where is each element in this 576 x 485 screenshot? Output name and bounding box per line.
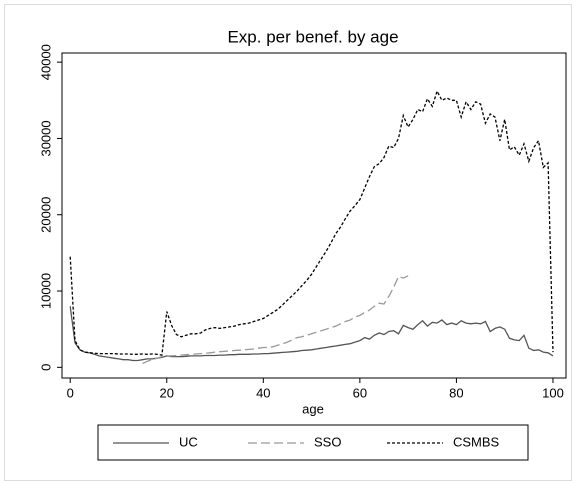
y-tick-label: 40000 [38,44,53,80]
x-tick-label: 60 [353,385,367,400]
y-tick-label: 10000 [38,273,53,309]
y-tick-label: 30000 [38,120,53,156]
x-tick-label: 0 [67,385,74,400]
legend-label: CSMBS [453,434,500,449]
line-series [69,89,554,356]
legend-label: UC [179,434,198,449]
plot-frame [61,52,567,379]
x-tick-label: 100 [542,385,564,400]
legend-box [97,424,529,461]
x-tick-label: 80 [449,385,463,400]
x-tick-label: 20 [160,385,174,400]
y-tick-label: 20000 [38,197,53,233]
legend-label: SSO [314,434,341,449]
x-axis-label: age [302,401,324,416]
line-series [142,275,409,365]
chart-frame [4,4,572,481]
line-series [69,306,554,362]
y-tick-label: 0 [38,364,53,371]
x-tick-label: 40 [256,385,270,400]
chart-title: Exp. per benef. by age [227,27,398,46]
